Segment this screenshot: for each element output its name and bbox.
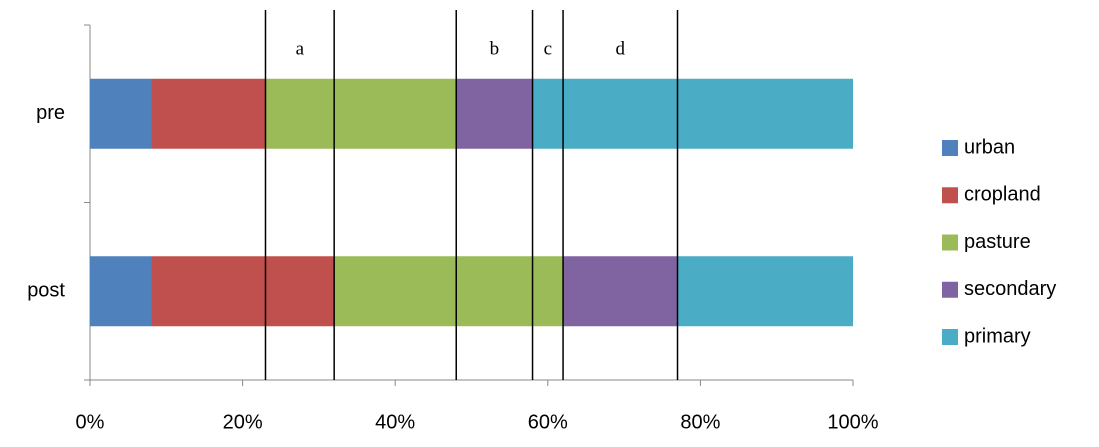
annotation-label: b xyxy=(490,38,500,59)
bar-segment xyxy=(151,256,335,327)
bar-segment xyxy=(151,78,266,149)
legend-label: primary xyxy=(964,325,1031,347)
x-tick-label: 40% xyxy=(375,411,415,433)
bar-segment xyxy=(265,78,457,149)
legend-label: pasture xyxy=(964,231,1031,253)
legend-swatch xyxy=(942,329,958,345)
legend-label: cropland xyxy=(964,184,1041,206)
x-tick-label: 20% xyxy=(223,411,263,433)
legend-swatch xyxy=(942,234,958,251)
bar-segment xyxy=(456,78,533,149)
legend-label: urban xyxy=(964,136,1015,158)
x-tick-label: 60% xyxy=(528,411,568,433)
bar-segment xyxy=(563,256,678,327)
bar-segment xyxy=(334,256,564,327)
bar-segment xyxy=(677,256,853,327)
legend-swatch xyxy=(942,281,958,298)
y-tick-label: pre xyxy=(36,102,65,124)
legend-swatch xyxy=(942,140,958,156)
legend-swatch xyxy=(942,187,958,204)
x-tick-label: 100% xyxy=(827,411,878,433)
legend-label: secondary xyxy=(964,278,1056,300)
bar-segment xyxy=(90,256,152,327)
x-tick-label: 80% xyxy=(680,411,720,433)
x-tick-label: 0% xyxy=(76,411,105,433)
bar-segment xyxy=(90,78,152,149)
y-tick-label: post xyxy=(27,280,65,302)
annotation-label: a xyxy=(296,38,305,59)
annotation-label: d xyxy=(616,38,626,59)
annotation-label: c xyxy=(544,38,552,59)
bar-segment xyxy=(532,78,853,149)
